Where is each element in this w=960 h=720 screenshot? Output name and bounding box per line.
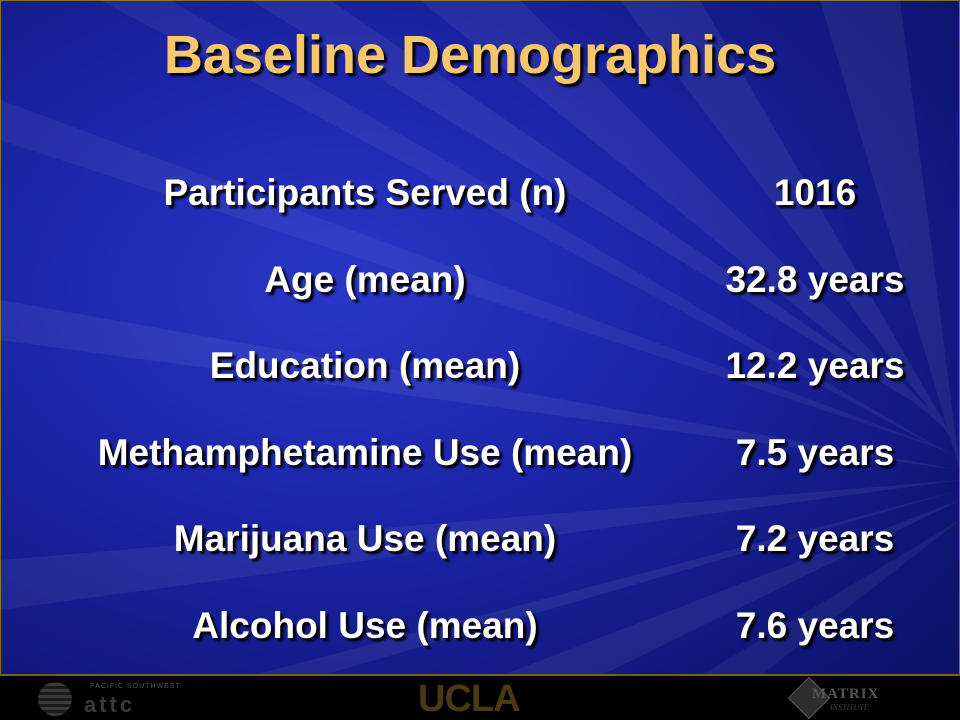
row-label-marijuana: Marijuana Use (mean) bbox=[173, 518, 557, 560]
footer-bar: PACIFIC SOUTHWEST attc UCLA MATRIX INSTI… bbox=[0, 674, 960, 720]
row-label-age: Age (mean) bbox=[264, 258, 466, 300]
matrix-logo-text: MATRIX bbox=[812, 686, 880, 702]
row-label-alcohol: Alcohol Use (mean) bbox=[192, 604, 538, 646]
attc-logo-subtext: PACIFIC SOUTHWEST bbox=[90, 683, 181, 690]
row-value-alcohol: 7.6 years bbox=[735, 604, 895, 646]
attc-logo-text: attc bbox=[84, 692, 136, 717]
slide-title: Baseline Demographics bbox=[163, 25, 777, 85]
row-value-participants: 1016 bbox=[773, 172, 857, 213]
table-row: Age (mean) 32.8 years bbox=[0, 239, 960, 326]
row-label-education: Education (mean) bbox=[209, 345, 521, 387]
table-row: Participants Served (n) 1016 bbox=[0, 152, 960, 239]
row-value-methamphetamine: 7.5 years bbox=[735, 431, 895, 473]
table-row: Methamphetamine Use (mean) 7.5 years bbox=[0, 412, 960, 499]
matrix-logo: MATRIX INSTITUTE bbox=[787, 676, 910, 720]
globe-icon bbox=[38, 682, 72, 716]
table-row: Education (mean) 12.2 years bbox=[0, 325, 960, 412]
matrix-logo-subtext: INSTITUTE bbox=[830, 703, 869, 712]
row-value-education: 12.2 years bbox=[725, 345, 905, 387]
table-row: Alcohol Use (mean) 7.6 years bbox=[0, 585, 960, 672]
row-value-age: 32.8 years bbox=[725, 258, 905, 300]
ucla-logo: UCLA bbox=[418, 678, 521, 720]
row-label-methamphetamine: Methamphetamine Use (mean) bbox=[97, 431, 633, 473]
row-value-marijuana: 7.2 years bbox=[735, 518, 895, 560]
table-row: Marijuana Use (mean) 7.2 years bbox=[0, 498, 960, 585]
attc-logo: PACIFIC SOUTHWEST attc bbox=[38, 682, 180, 717]
row-label-participants: Participants Served (n) bbox=[163, 172, 567, 213]
demographics-table: Participants Served (n) 1016 Age (mean) … bbox=[0, 152, 960, 672]
